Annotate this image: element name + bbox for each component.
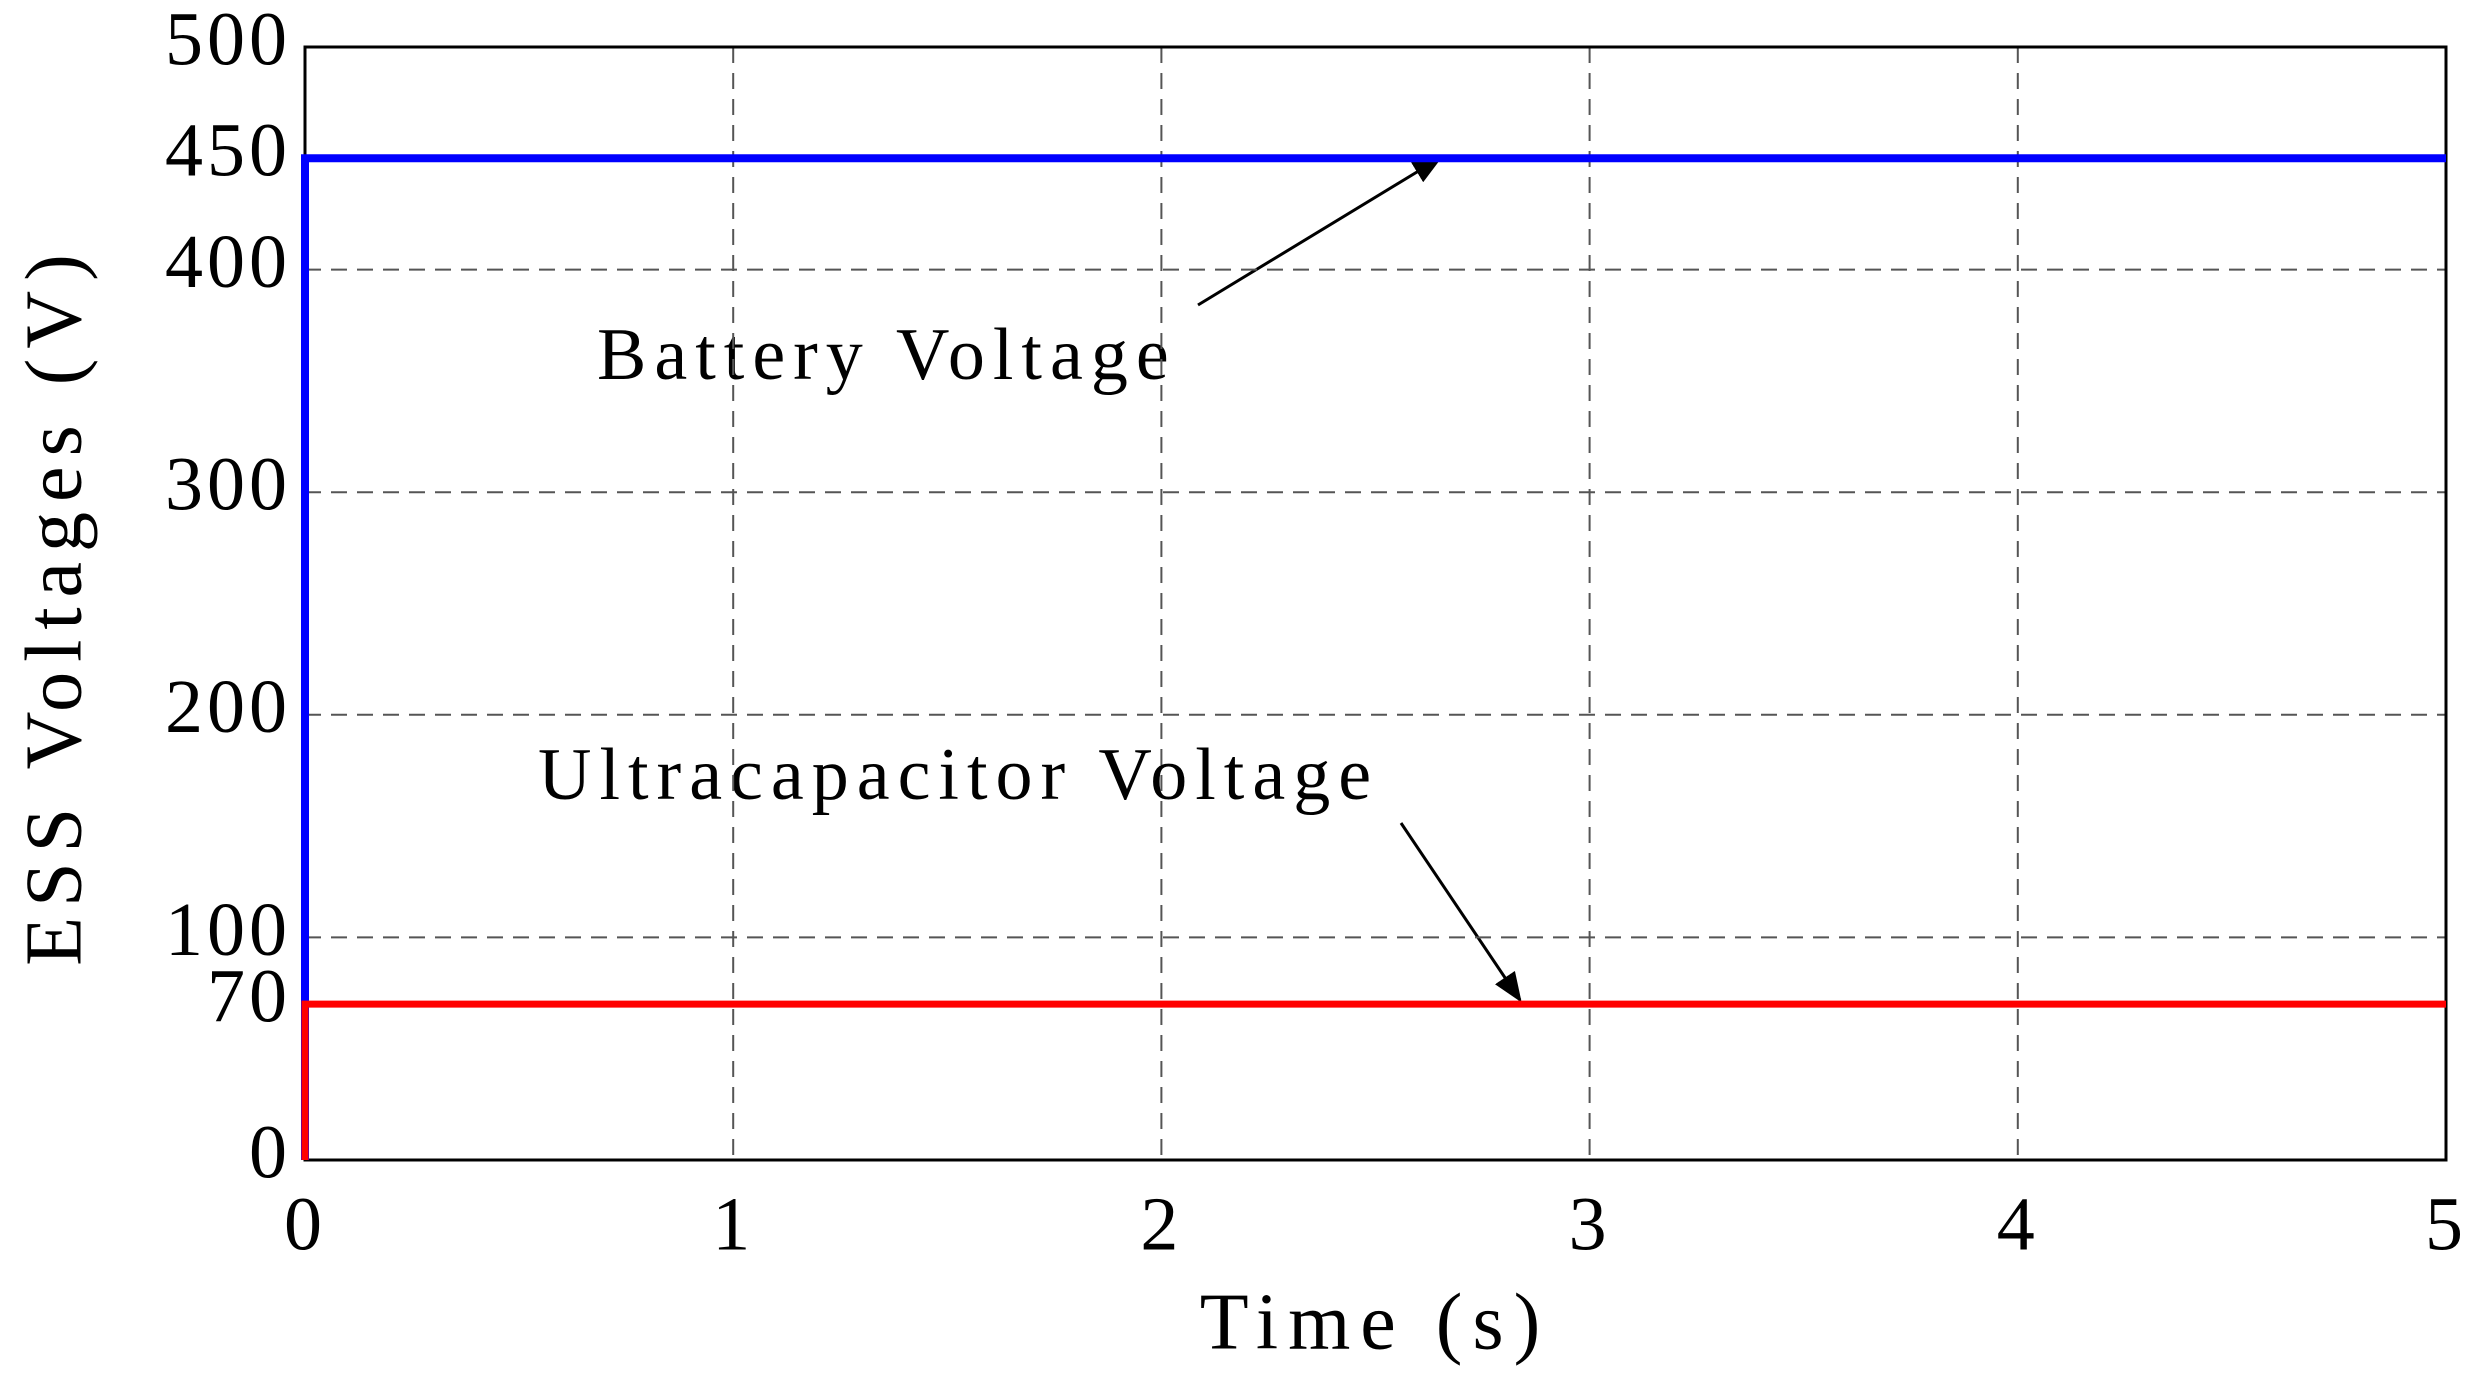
annotation: Ultracapacitor Voltage [538,734,1379,816]
x-axis-label: Time (s) [1200,1278,1550,1366]
x-tick-label: 1 [712,1182,754,1266]
y-tick-label: 200 [165,665,291,749]
series-line [301,154,2446,1160]
annotation-arrow [1399,822,1522,1003]
y-tick-label: 500 [165,0,291,81]
x-tick-label: 3 [1569,1182,1611,1266]
x-tick-label: 0 [284,1182,326,1266]
y-tick-label: 70 [207,955,291,1039]
x-tick-label: 5 [2425,1182,2467,1266]
y-tick-label: 450 [165,109,291,193]
annotation-arrow [1197,156,1443,307]
x-tick-label: 4 [1997,1182,2039,1266]
y-tick-label: 100 [165,888,291,972]
y-tick-label: 0 [249,1110,291,1194]
y-axis-label: ESS Voltages (V) [10,244,98,966]
x-tick-label: 2 [1140,1182,1182,1266]
series-line [301,1000,2446,1160]
y-tick-label: 300 [165,443,291,527]
annotation: Battery Voltage [597,314,1177,396]
plot-frame [303,45,2448,1162]
y-tick-label: 400 [165,220,291,304]
